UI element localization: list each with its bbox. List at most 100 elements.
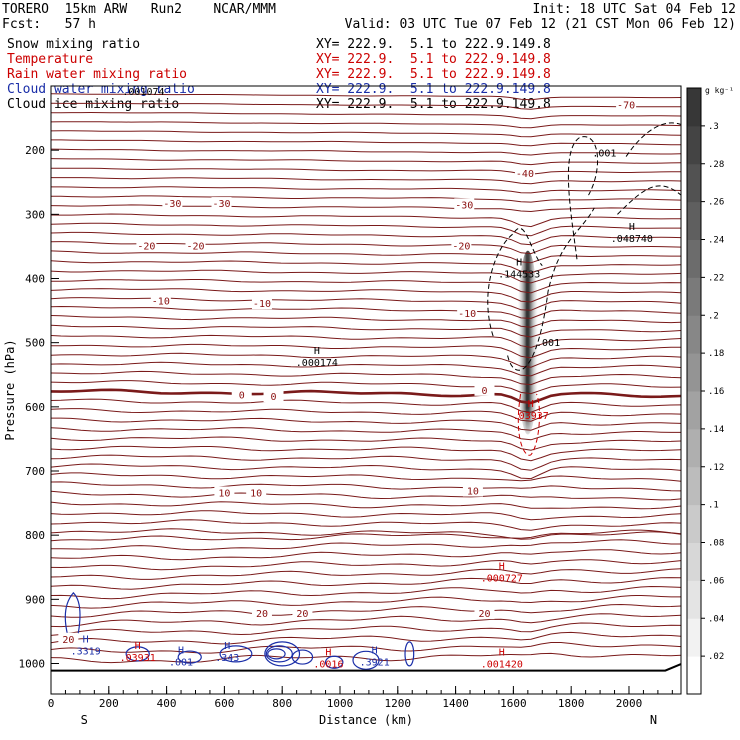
cloud-water-contour [404,641,415,667]
high-marker: H [516,257,522,268]
high-value: .144533 [498,269,540,280]
temperature-isotherm [50,549,682,561]
temperature-isotherm [50,408,682,422]
temperature-isotherm [50,445,682,462]
colorbar-swatch [687,542,701,581]
label-backing [616,98,637,111]
temperature-isotherm [50,121,682,129]
temperature-isotherm [50,269,682,284]
high-value: .3921 [360,658,390,669]
cloud-ice-contour [625,122,682,157]
temperature-label: 0 [481,386,487,397]
high-value: .048740 [611,234,653,245]
x-tick-label: 1000 [327,697,354,710]
colorbar-tick-label: .2 [708,311,719,321]
label-backing [451,239,472,252]
temperature-isotherm [50,204,681,213]
temperature-isotherm [50,585,682,600]
label-backing [462,484,483,497]
y-axis-title: Pressure (hPa) [3,339,17,440]
high-value: .03937 [513,411,549,422]
temperature-isotherm [50,622,682,636]
temperature-isotherm [50,652,682,664]
high-marker: H [499,562,505,573]
label-backing [457,306,478,319]
temperature-isotherm [51,167,681,175]
x-tick-label: 200 [99,697,119,710]
label-backing [162,197,183,210]
label-backing [58,632,79,645]
temperature-isotherm [50,388,682,405]
contour-value: .001074 [122,87,164,98]
label-backing [474,383,495,396]
temperature-isotherm [50,577,682,590]
colorbar-tick-label: .22 [708,273,724,283]
high-value: .0016 [313,660,343,671]
temperature-isotherm [50,490,682,501]
field-xy-snow: XY= 222.9. 5.1 to 222.9.149.8 [316,37,551,52]
temperature-isotherm [50,352,682,368]
field-name-temperature: Temperature [7,52,94,67]
temperature-isotherm [51,139,682,147]
temperature-label: -10 [253,299,271,310]
temperature-isotherm [50,324,682,338]
temperature-isotherm [50,250,681,264]
label-backing [263,390,284,403]
label-backing [185,239,206,252]
high-value: .001420 [481,660,523,671]
colorbar-swatch [687,239,701,278]
forecast-hour: Fcst: 57 h [2,17,96,32]
cloud-ice-contour [507,207,595,371]
temperature-label: 0 [271,392,277,403]
colorbar-swatch [687,466,701,506]
temperature-isotherm [50,231,682,246]
init-time: Init: 18 UTC Sat 04 Feb 12 [532,2,737,17]
cloud-water-contour [264,641,301,667]
label-backing [231,388,252,401]
temperature-isotherm [51,417,682,431]
colorbar-swatch [687,163,701,203]
label-backing [150,294,171,307]
high-marker: H [83,635,89,646]
y-tick-label: 800 [25,529,45,542]
colorbar-swatch [687,88,701,127]
colorbar-tick-label: .24 [708,236,724,246]
contour-value: .001 [592,149,616,160]
field-name-rain: Rain water mixing ratio [7,67,188,82]
colorbar-tick-label: .18 [708,349,724,359]
temperature-isotherm [50,472,682,482]
temperature-label: -10 [458,309,476,320]
cloud-ice-contour [487,227,543,337]
x-tick-label: 2000 [616,697,643,710]
y-tick-label: 1000 [19,658,46,671]
colorbar-swatch [687,580,701,619]
colorbar-swatch [687,428,701,468]
colorbar-swatch [687,125,701,165]
x-tick-label: 1600 [500,697,527,710]
temperature-isotherm [50,539,681,551]
colorbar-swatch [687,391,701,430]
temperature-label: -40 [516,169,534,180]
colorbar-tick-label: .04 [708,614,724,624]
high-value: .03931 [120,653,156,664]
temperature-label: 10 [250,488,262,499]
contour-value: .001 [536,338,560,349]
colorbar-tick-label: .26 [708,198,724,208]
temperature-isotherm [51,186,682,194]
x-tick-label: 0 [48,697,55,710]
temperature-isotherm [50,529,682,542]
colorbar-swatch [687,656,701,695]
x-axis-title: Distance (km) [319,713,413,727]
label-backing [514,166,535,179]
y-tick-label: 500 [25,337,45,350]
model-title: TORERO 15km ARW Run2 NCAR/MMM [2,2,276,17]
temperature-contours [50,93,682,664]
temperature-isotherm [50,568,682,580]
colorbar-tick-label: .02 [708,652,724,662]
colorbar-swatch [687,201,701,240]
temperature-label: 20 [62,635,74,646]
temperature-isotherm [50,631,682,645]
colorbar-tick-label: .06 [708,576,724,586]
label-backing [251,297,272,310]
